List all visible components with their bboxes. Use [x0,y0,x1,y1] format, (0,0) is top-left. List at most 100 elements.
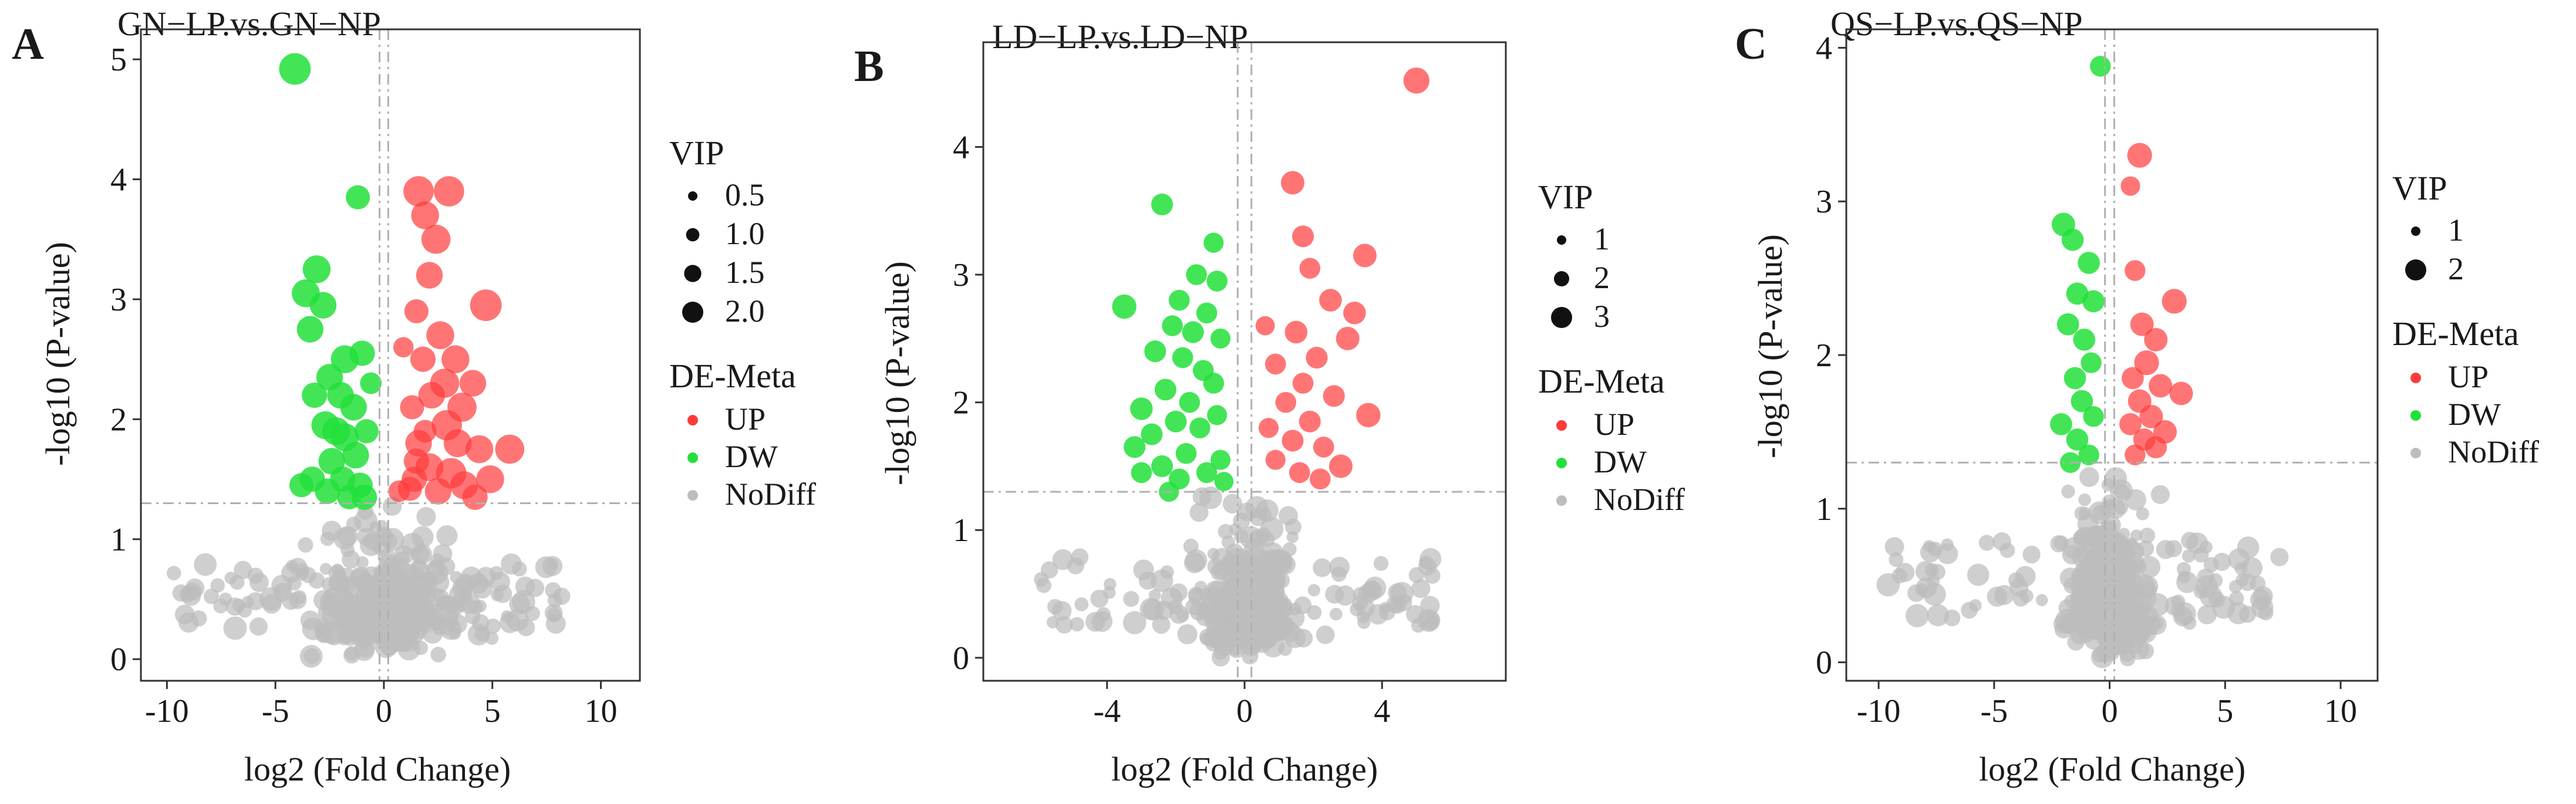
dw-point [360,372,382,394]
up-point [393,337,414,358]
nodiff-point [194,553,217,576]
up-point [2130,312,2154,336]
vip-legend-key [1551,307,1572,328]
up-point [2149,374,2173,398]
dw-point [1130,397,1153,420]
y-tick-label: 2 [953,385,969,421]
y-tick-label: 0 [110,641,127,678]
nodiff-point [547,607,562,622]
up-point [2122,367,2144,390]
nodiff-point [319,626,332,639]
nodiff-point [300,610,321,630]
vip-legend-key [2411,227,2420,236]
nodiff-point [2197,568,2215,586]
up-point [430,369,460,398]
nodiff-point [1184,552,1205,573]
nodiff-points [166,496,571,668]
nodiff-point [1169,583,1188,602]
nodiff-points [1876,467,2289,668]
up-point [2169,381,2193,406]
nodiff-point [334,586,350,602]
nodiff-point [2182,616,2197,630]
de-legend-key [1556,458,1567,468]
vip-legend-label: 2 [2448,251,2464,286]
panel-a-title: GN−LP.vs.GN−NP [117,5,381,43]
dw-point [1186,264,1207,285]
nodiff-point [1920,542,1941,563]
up-point [1329,454,1353,478]
de-legend-key [2410,373,2421,383]
nodiff-point [1969,599,1982,612]
vip-legend-label: 1 [2448,212,2464,248]
nodiff-point [412,558,427,573]
nodiff-point [2022,545,2041,564]
y-tick-label: 2 [1816,337,1832,374]
dw-point [1165,410,1187,433]
nodiff-point [1152,616,1171,634]
nodiff-point [394,545,414,565]
vip-legend-title: VIP [1538,178,1593,216]
nodiff-point [328,565,346,582]
dw-point [1203,373,1225,394]
nodiff-point [286,559,298,572]
dw-point [2073,328,2096,351]
y-tick-label: 2 [110,401,127,438]
nodiff-point [295,563,310,578]
nodiff-point [1192,487,1212,506]
dw-point [289,473,314,498]
vip-legend-label: 1.0 [725,216,765,251]
up-point [410,346,436,372]
nodiff-point [234,560,252,579]
nodiff-point [2076,548,2094,566]
panel-c-title: QS−LP.vs.QS−NP [1830,5,2083,43]
nodiff-point [1220,602,1233,614]
x-tick-label: 0 [2102,693,2118,729]
nodiff-point [1102,586,1116,599]
dw-point [2078,444,2099,465]
dw-point [1214,472,1234,491]
nodiff-point [1316,625,1335,644]
nodiff-point [436,525,458,546]
up-point [2125,260,2146,281]
x-tick-label: -10 [145,693,189,729]
up-point [426,321,454,350]
up-point [1336,326,1360,350]
nodiff-point [166,566,181,580]
dw-point [1179,391,1201,413]
up-point [443,429,472,457]
nodiff-point [2035,594,2048,606]
nodiff-point [389,564,403,577]
y-tick-label: 1 [110,522,127,558]
dw-points [2050,56,2111,473]
nodiff-point [493,585,512,603]
dw-point [302,255,331,283]
nodiff-point [2135,602,2151,617]
up-point [1282,430,1304,452]
de-legend-label: DW [1594,444,1647,479]
nodiff-point [203,589,220,604]
nodiff-point [464,609,481,624]
y-tick-label: 3 [953,257,969,293]
nodiff-point [237,603,252,618]
up-point [1292,225,1314,248]
up-point [421,224,451,254]
nodiff-point [320,531,335,546]
nodiff-point [2228,548,2250,570]
up-point [1309,468,1331,490]
nodiff-point [2106,596,2120,611]
nodiff-point [2107,543,2124,560]
dw-point [1172,347,1193,369]
up-point [1313,436,1334,458]
up-point [1265,450,1286,470]
y-tick-label: 3 [1816,184,1832,220]
de-legend-key [2410,410,2421,421]
up-point [1275,391,1297,413]
nodiff-point [178,612,199,633]
nodiff-point [1987,586,2007,607]
de-legend-label: DW [725,439,778,474]
nodiff-point [1967,563,1990,586]
dw-point [346,185,370,210]
up-point [2119,413,2142,435]
dw-point [1112,294,1137,319]
nodiff-point [1160,565,1174,579]
